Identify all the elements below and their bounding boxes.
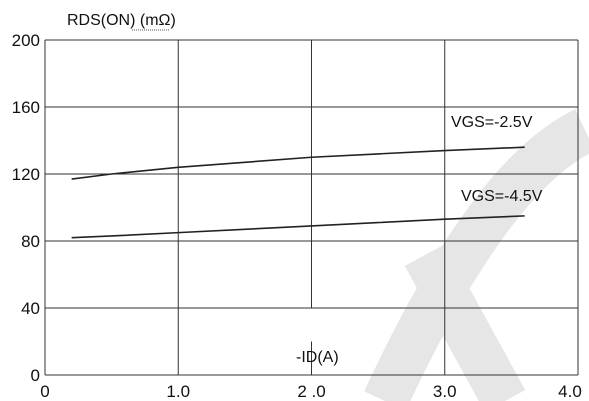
- y-axis-label: RDS(ON) (mΩ): [67, 12, 176, 29]
- series-label-vgs-4-5: VGS=-4.5V: [461, 188, 543, 205]
- y-tick-label: 0: [31, 366, 40, 385]
- series-lines: [71, 146, 525, 239]
- y-tick-label: 200: [12, 31, 40, 50]
- axis-ticks: 0 1.0 2 .0 3.0 4.0 0 40 80 120 160 200: [12, 31, 582, 401]
- series-line-vgs-2-5: [71, 146, 525, 180]
- y-tick-label: 160: [12, 98, 40, 117]
- x-tick-label: 3.0: [433, 382, 457, 401]
- y-tick-label: 120: [12, 165, 40, 184]
- y-tick-label: 40: [21, 299, 40, 318]
- watermark-stroke: [404, 243, 526, 401]
- series-label-vgs-2-5: VGS=-2.5V: [451, 114, 533, 131]
- y-tick-label: 80: [21, 232, 40, 251]
- grid: [44, 39, 579, 376]
- x-tick-label: 0: [40, 382, 49, 401]
- watermark-arc: [364, 109, 589, 401]
- x-axis-label: -ID(A): [296, 349, 339, 366]
- series-line-vgs-4-5: [71, 215, 525, 239]
- x-tick-label: 2 .0: [297, 382, 325, 401]
- x-tick-label: 1.0: [166, 382, 190, 401]
- x-tick-label: 4.0: [558, 382, 582, 401]
